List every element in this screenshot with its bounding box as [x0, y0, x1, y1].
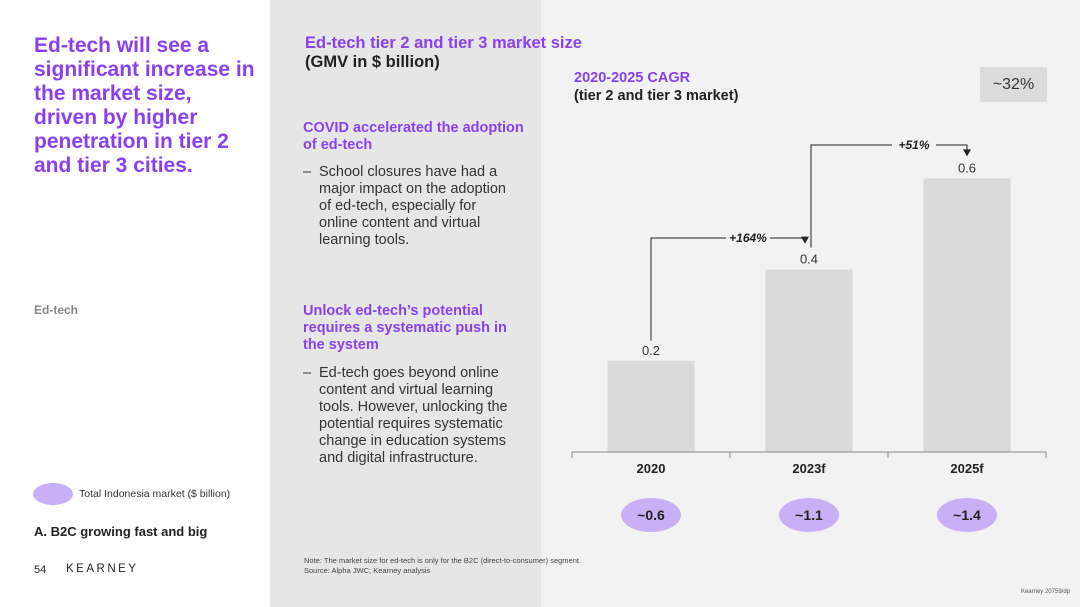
growth-label: +51% [898, 138, 929, 152]
chart-note: Note: The market size for ed-tech is onl… [304, 556, 581, 575]
source-text: Source: Alpha JWC; Kearney analysis [304, 565, 431, 575]
bar [765, 269, 853, 452]
total-market-label: ~0.6 [637, 507, 665, 523]
growth-label-bg [892, 137, 936, 153]
total-market-oval [779, 498, 839, 532]
reference-code: Kearney 20759/dp [1020, 589, 1070, 595]
total-market-label: ~1.1 [795, 507, 823, 523]
x-tick-label: 2020 [637, 461, 666, 476]
cagr-title: 2020-2025 CAGR [574, 70, 691, 86]
total-market-oval [621, 498, 681, 532]
legend-label: Total Indonesia market ($ billion) [79, 488, 231, 500]
page-number: 54 [34, 564, 47, 576]
covid-heading: COVID accelerated the adoption of ed-tec… [303, 120, 524, 153]
unlock-bullet: – Ed-tech goes beyond online content and… [303, 365, 518, 467]
cagr-subtitle: (tier 2 and tier 3 market) [574, 88, 739, 104]
total-market-oval [937, 498, 997, 532]
subsection-label: A. B2C growing fast and big [34, 524, 208, 539]
bullet-dash: – [303, 164, 312, 180]
data-label: 0.4 [800, 252, 818, 267]
bullet-dash: – [303, 365, 312, 381]
unlock-heading: Unlock ed-tech’s potential requires a sy… [303, 303, 507, 353]
growth-label: +164% [729, 231, 767, 245]
arrow-head-icon [801, 236, 809, 244]
data-label: 0.6 [958, 160, 976, 175]
arrow-head-icon [963, 149, 971, 157]
chart-subtitle: (GMV in $ billion) [305, 53, 440, 71]
x-tick-label: 2025f [950, 461, 984, 476]
chart-title: Ed-tech tier 2 and tier 3 market size [305, 34, 582, 52]
legend-oval-icon [33, 483, 73, 505]
total-market-label: ~1.4 [953, 507, 981, 523]
cagr-value-badge: ~32% [980, 67, 1047, 102]
unlock-bullet-text: Ed-tech goes beyond online content and v… [319, 365, 508, 466]
covid-bullet-text: School closures have had a major impact … [319, 164, 506, 248]
middle-panel [270, 0, 541, 607]
bar [607, 360, 695, 452]
bar-chart: 0.2 2020 ~0.6 0.4 2023f ~1.1 0.6 2025f ~1.4 +164%… [571, 137, 1047, 532]
page-headline: Ed-tech will see a significant increase … [34, 34, 255, 177]
data-label: 0.2 [642, 343, 660, 358]
growth-label-bg [726, 230, 770, 246]
covid-bullet: – School closures have had a major impac… [303, 164, 518, 249]
brand-logo: KEARNEY [66, 563, 139, 575]
bar [923, 178, 1011, 452]
section-tag: Ed-tech [34, 303, 79, 317]
note-text: Note: The market size for ed-tech is onl… [304, 556, 582, 565]
x-tick-label: 2023f [792, 461, 826, 476]
growth-arrow [810, 144, 968, 248]
